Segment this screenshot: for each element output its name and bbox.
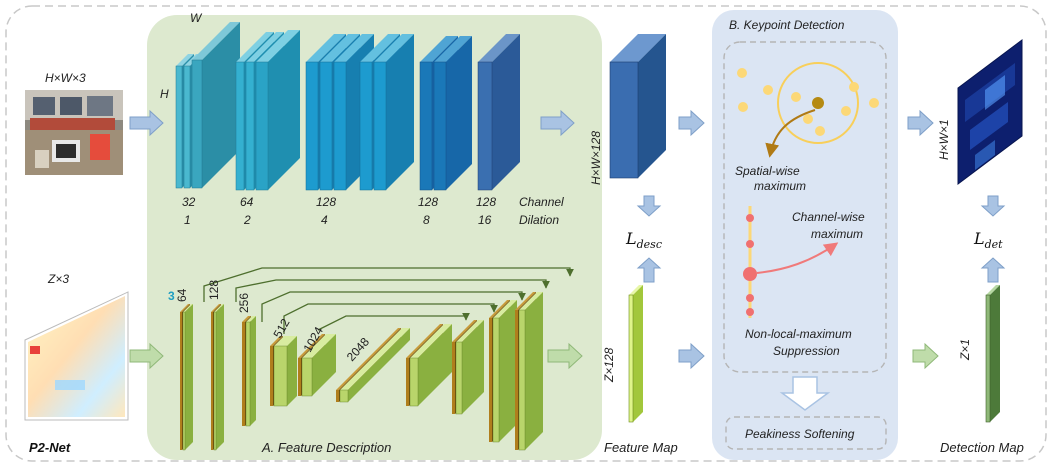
point-input-channels: 3 — [168, 289, 175, 303]
input-image-dims: H×W×3 — [45, 71, 86, 85]
loss-desc: Ldesc — [625, 229, 662, 251]
flow-arrows — [129, 109, 1006, 370]
feature-description-caption: A. Feature Description — [261, 440, 391, 455]
arrow-to-ldesc-down — [636, 195, 662, 217]
keypoint-detection-panel — [712, 10, 898, 460]
arrow-points-in — [129, 342, 164, 370]
pn-channel-128: 128 — [207, 280, 221, 300]
arrow-kd-to-detection — [907, 109, 934, 137]
point-detection-map — [985, 285, 1000, 423]
method-name: P2-Net — [29, 440, 71, 455]
keypoint-detection-title: B. Keypoint Detection — [729, 18, 845, 32]
arrow-image-in — [129, 109, 164, 137]
arrow-to-ldesc-up — [636, 257, 662, 283]
arrow-points-to-featuremap — [547, 342, 583, 370]
image-encoder-labels: 32 1 64 2 128 4 128 8 128 16 Channel Dil… — [182, 195, 564, 227]
image-encoder-blocks — [175, 22, 520, 191]
spatial-max-illustration — [737, 62, 879, 158]
loss-det: Ldet — [973, 229, 1003, 251]
pn-channel-64: 64 — [175, 288, 189, 302]
spatial-label-2: maximum — [754, 179, 806, 193]
dim-h: H — [160, 87, 169, 101]
pn-channel-256: 256 — [237, 293, 251, 313]
nlm-label-2: Suppression — [773, 344, 840, 358]
detection-image-dims: H×W×1 — [937, 119, 951, 160]
arrow-kd-to-point-detection — [912, 342, 939, 370]
channel-max-illustration — [743, 206, 839, 318]
peakiness-arrow — [779, 376, 831, 411]
legend-channel: Channel — [519, 195, 564, 209]
nlm-label-1: Non-local-maximum — [745, 327, 852, 341]
dilation-2: 2 — [243, 213, 251, 227]
legend-dilation: Dilation — [519, 213, 559, 227]
detection-map-caption: Detection Map — [940, 440, 1024, 455]
dilation-3: 4 — [321, 213, 328, 227]
channel-2: 64 — [240, 195, 254, 209]
dilation-5: 16 — [478, 213, 492, 227]
channel-5: 128 — [476, 195, 496, 209]
detection-points-dims: Z×1 — [958, 339, 972, 361]
arrow-to-ldet-down — [980, 195, 1006, 217]
dilation-4: 8 — [423, 213, 430, 227]
peakiness-label: Peakiness Softening — [745, 427, 855, 441]
channel-3: 128 — [316, 195, 336, 209]
kd-inner-frame — [723, 41, 887, 373]
skip-connections — [203, 267, 574, 334]
outer-frame — [5, 5, 1047, 462]
dilation-1: 1 — [184, 213, 191, 227]
feature-map-points-dims: Z×128 — [602, 347, 616, 383]
arrow-to-kd-bottom — [678, 342, 705, 370]
point-feature-map — [628, 285, 643, 423]
arrow-to-ldet-up — [980, 257, 1006, 283]
channel-label-2: maximum — [811, 227, 863, 241]
input-points-dims: Z×3 — [47, 272, 69, 286]
arrow-to-kd-top — [678, 109, 705, 137]
peakiness-box — [725, 416, 887, 450]
point-encoder-blocks — [180, 292, 543, 451]
input-point-depth-image — [24, 291, 129, 421]
image-feature-map — [609, 34, 666, 179]
channel-4: 128 — [418, 195, 438, 209]
spatial-label-1: Spatial-wise — [735, 164, 800, 178]
feature-map-image-dims: H×W×128 — [589, 131, 603, 185]
input-rgb-image — [25, 90, 123, 175]
dim-w: W — [190, 11, 203, 25]
feature-map-caption: Feature Map — [604, 440, 678, 455]
detection-heatmap — [957, 39, 1023, 185]
channel-1: 32 — [182, 195, 196, 209]
channel-label-1: Channel-wise — [792, 210, 865, 224]
arrow-image-to-featuremap — [540, 109, 575, 137]
